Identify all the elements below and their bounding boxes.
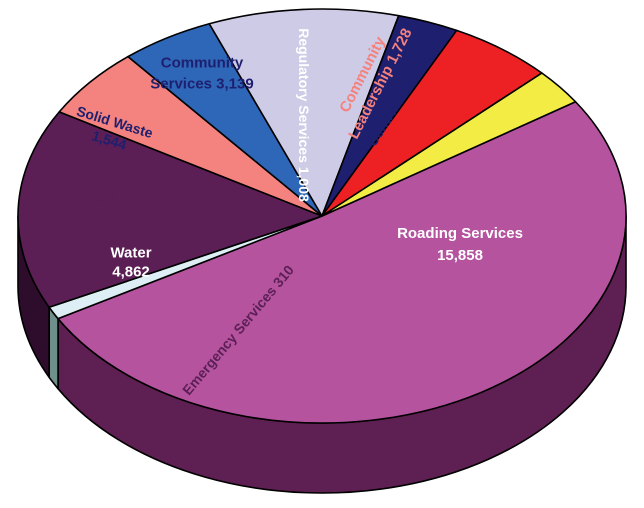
slice-label-regulatory-line: Regulatory Services 1,008: [296, 28, 312, 202]
slice-label-regulatory: Regulatory Services 1,008: [296, 28, 312, 202]
pie-slice-water: [17, 111, 323, 309]
slice-label-roading-line: 15,858: [437, 247, 483, 264]
slice-label-roading-line: Roading Services: [397, 225, 523, 242]
pie-slice-roading: [57, 100, 627, 424]
slice-label-wastewater-line: Drainage 1,739: [42, 190, 148, 207]
slice-label-roading: Roading Services 15,858: [397, 225, 523, 264]
pie-slice-community: [208, 8, 400, 217]
slice-label-community-line: Community: [161, 55, 244, 72]
slice-label-wastewater: Wastewater & Drainage 1,739: [42, 170, 148, 207]
slice-label-water: Water 4,862: [110, 245, 151, 281]
slice-label-wastewater-line: Wastewater &: [46, 170, 144, 187]
pie-top-slices: [17, 8, 627, 424]
slice-label-water-line: 4,862: [112, 264, 150, 281]
slice-label-community: Community Services 3,139: [150, 55, 253, 93]
slice-label-community-line: Services 3,139: [150, 76, 253, 93]
pie-side-emergency: [48, 306, 59, 390]
pie-slice-centraladmin: [321, 72, 577, 217]
slice-label-water-line: Water: [110, 245, 151, 262]
